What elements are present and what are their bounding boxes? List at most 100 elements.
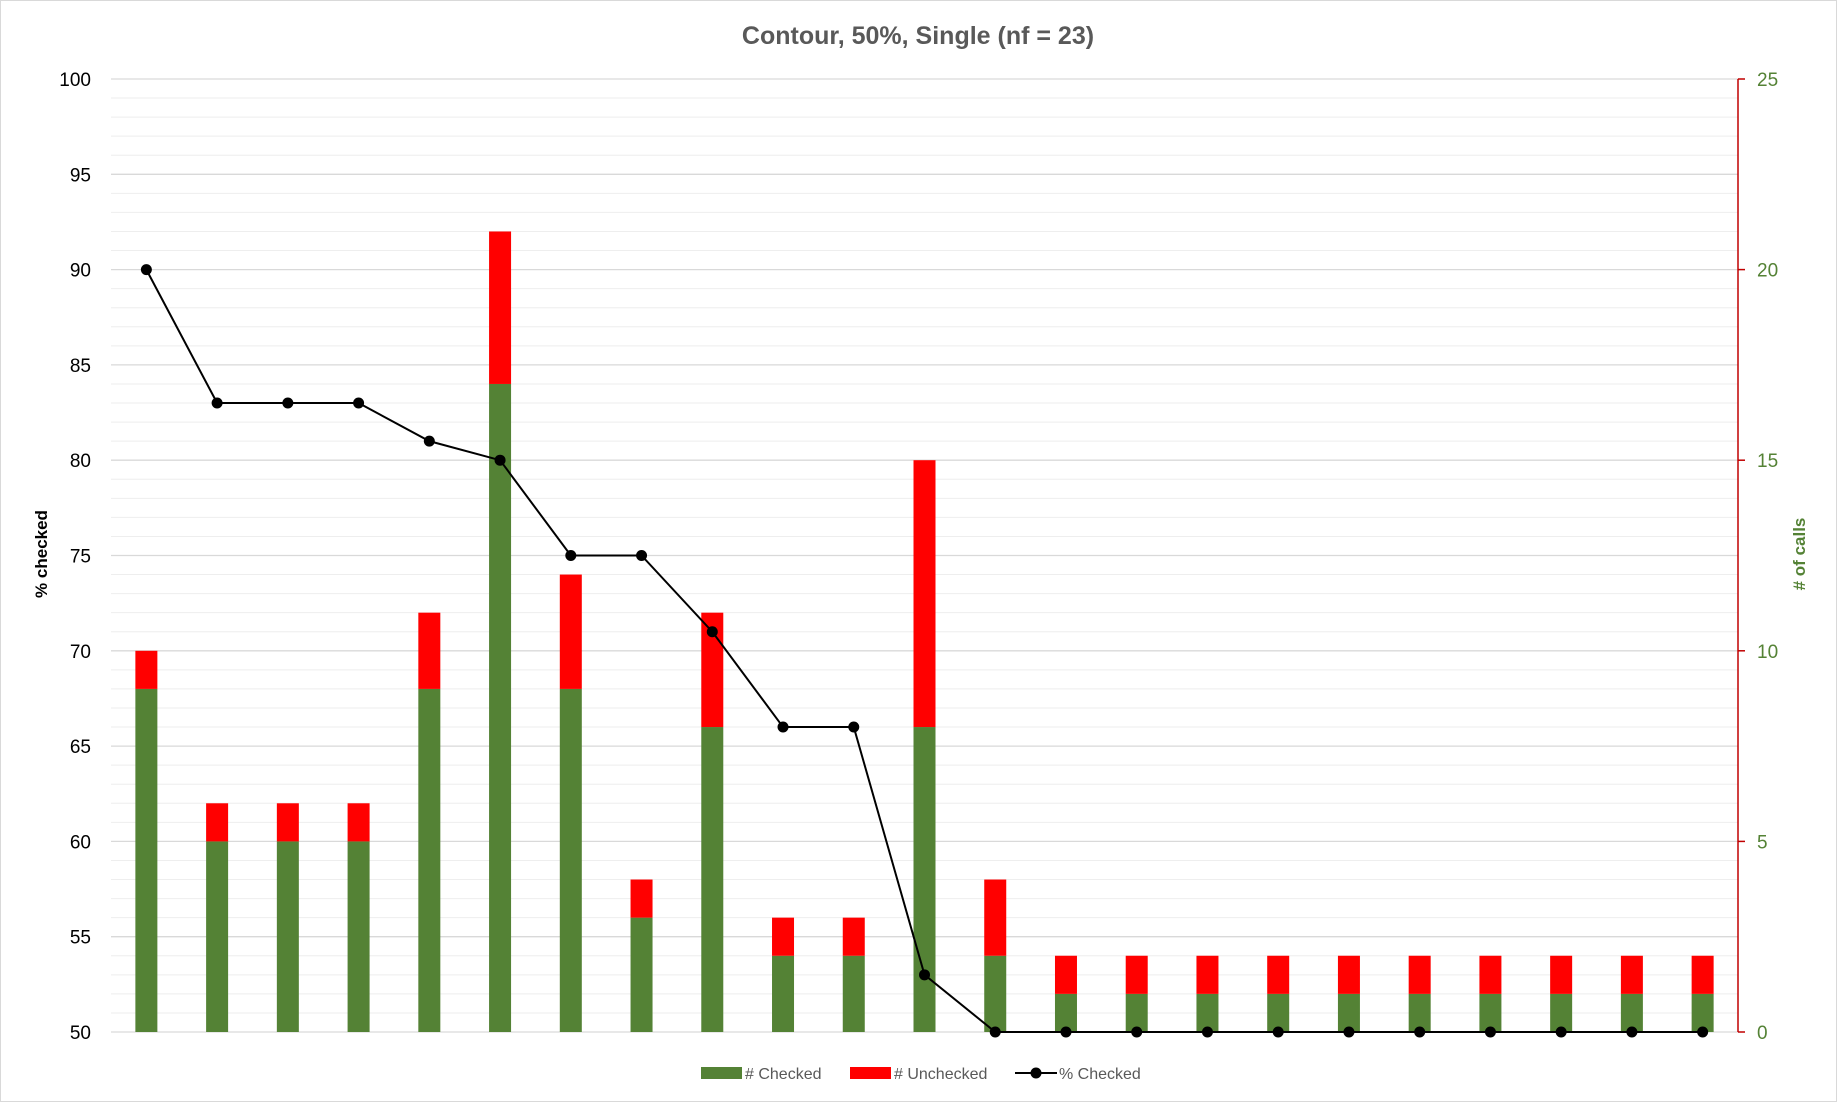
bar-unchecked [1267, 955, 1290, 994]
pct-checked-point [1343, 1026, 1355, 1038]
pct-checked-point [636, 550, 648, 561]
y2-tick-label: 10 [1757, 642, 1778, 663]
bar-unchecked [135, 650, 158, 689]
y-tick-label: 60 [70, 832, 91, 853]
bar-checked [1620, 993, 1643, 1032]
bar-checked [206, 841, 229, 1032]
bar-unchecked [276, 803, 299, 842]
pct-checked-point [211, 397, 223, 409]
y2-tick-label: 5 [1757, 832, 1768, 853]
bar-unchecked [1125, 955, 1148, 994]
y-tick-label: 100 [59, 70, 91, 91]
pct-checked-point [1555, 1026, 1567, 1038]
pct-checked-point [1272, 1026, 1284, 1038]
legend-label: # Checked [745, 1066, 822, 1083]
bar-unchecked [1479, 955, 1502, 994]
pct-checked-point [1626, 1026, 1638, 1038]
y-tick-label: 95 [70, 165, 91, 186]
bar-unchecked [1337, 955, 1360, 994]
bar-checked [489, 383, 512, 1033]
legend-swatch-unchecked [850, 1067, 891, 1079]
bar-checked [984, 955, 1007, 1032]
pct-checked-point [140, 264, 152, 276]
bar-checked [1408, 993, 1431, 1032]
bar-unchecked [206, 803, 229, 842]
legend-swatch-marker [1030, 1067, 1042, 1079]
y-tick-label: 65 [70, 737, 91, 758]
axes: 50 55 60 65 70 75 80 85 90 95 100 0 5 10 15 20 25 [59, 70, 1778, 1044]
bar-checked [1054, 993, 1077, 1032]
pct-checked-point [1060, 1026, 1072, 1038]
pct-checked-point [1697, 1026, 1709, 1038]
bar-checked [1196, 993, 1219, 1032]
pct-checked-point [989, 1026, 1001, 1038]
bar-unchecked [1620, 955, 1643, 994]
bar-checked [1337, 993, 1360, 1032]
pct-checked-point [282, 397, 294, 409]
bar-unchecked [347, 803, 370, 842]
bar-unchecked [559, 574, 582, 689]
bar-checked [559, 688, 582, 1032]
y-tick-label: 80 [70, 451, 91, 472]
legend: # Checked # Unchecked % Checked [701, 1066, 1141, 1083]
bar-unchecked [630, 879, 653, 918]
bar-checked [630, 917, 653, 1032]
pct-checked-point [353, 397, 365, 409]
bar-unchecked [1408, 955, 1431, 994]
bar-unchecked [489, 231, 512, 384]
bar-unchecked [772, 917, 795, 956]
pct-checked-point [1201, 1026, 1213, 1038]
bar-checked [842, 955, 865, 1032]
bar-checked [347, 841, 370, 1032]
pct-checked-point [565, 550, 577, 561]
bar-checked [418, 688, 441, 1032]
y-tick-label: 75 [70, 547, 91, 568]
bar-checked [1691, 993, 1714, 1032]
legend-swatch-checked [701, 1067, 742, 1079]
bar-unchecked [418, 612, 441, 689]
bar-checked [135, 688, 158, 1032]
bar-unchecked [842, 917, 865, 956]
y2-tick-label: 15 [1757, 451, 1778, 472]
pct-checked-point [919, 969, 930, 981]
pct-checked-point [423, 435, 435, 447]
bar-checked [913, 727, 936, 1032]
bar-unchecked [1691, 955, 1714, 994]
pct-checked-point [494, 454, 506, 466]
y2-tick-label: 25 [1757, 70, 1778, 91]
bar-unchecked [1196, 955, 1219, 994]
y-tick-label: 50 [70, 1023, 91, 1044]
bar-unchecked [701, 612, 724, 728]
chart-title: Contour, 50%, Single (nf = 23) [742, 22, 1094, 50]
bar-checked [1267, 993, 1290, 1032]
y-tick-label: 55 [70, 928, 91, 949]
bar-checked [701, 727, 724, 1032]
y2-axis-title: # of calls [1790, 518, 1809, 591]
bar-checked [276, 841, 299, 1032]
bar-checked [1550, 993, 1573, 1032]
bar-unchecked [913, 460, 936, 728]
bar-unchecked [984, 879, 1007, 956]
y2-tick-label: 0 [1757, 1023, 1768, 1044]
line-series [140, 264, 1709, 1038]
bar-checked [1479, 993, 1502, 1032]
y-tick-label: 85 [70, 356, 91, 377]
legend-label: % Checked [1059, 1066, 1141, 1083]
legend-label: # Unchecked [894, 1066, 987, 1083]
pct-checked-point [706, 626, 718, 638]
bar-unchecked [1550, 955, 1573, 994]
bar-checked [772, 955, 795, 1032]
pct-checked-point [1484, 1026, 1496, 1038]
y-tick-label: 70 [70, 642, 91, 663]
pct-checked-point [1414, 1026, 1426, 1038]
pct-checked-point [1131, 1026, 1143, 1038]
y-tick-label: 90 [70, 261, 91, 282]
y2-tick-label: 20 [1757, 261, 1778, 282]
y-axis-title: % checked [32, 510, 51, 598]
bars [135, 231, 1714, 1033]
bar-checked [1125, 993, 1148, 1032]
pct-checked-point [777, 721, 789, 733]
pct-checked-point [848, 721, 860, 733]
